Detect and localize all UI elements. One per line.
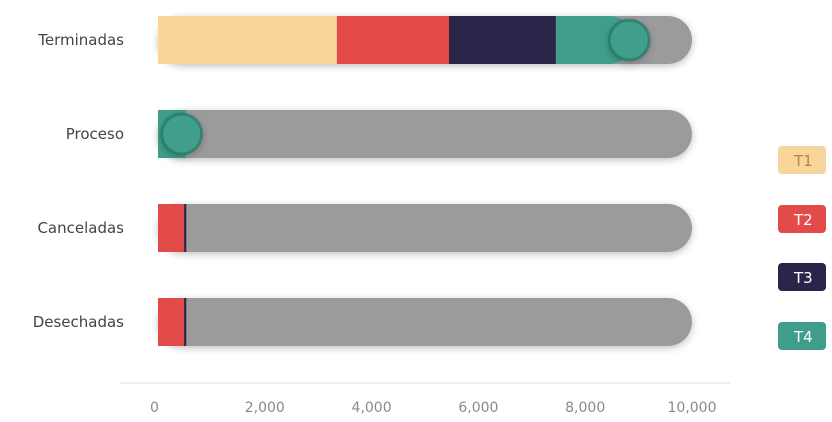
legend-label-t1: T1 [793, 152, 813, 170]
track-canceladas [158, 204, 692, 252]
track-proceso [158, 110, 692, 158]
legend-swatch-t4 [778, 322, 826, 350]
legend-label-t3: T3 [793, 269, 813, 287]
legend-item-t3: T3 [778, 263, 826, 291]
legend-label-t2: T2 [793, 211, 813, 229]
bar-desechadas-t2 [158, 298, 185, 346]
category-label-proceso: Proceso [66, 125, 124, 143]
bar-tracks [158, 16, 692, 346]
track-desechadas [158, 298, 692, 346]
x-tick-label: 2,000 [245, 400, 285, 416]
legend-swatch-t3 [778, 263, 826, 291]
legend: T1 T2 T3 T4 [778, 146, 826, 350]
category-labels: Terminadas Proceso Canceladas Desechadas [33, 31, 124, 331]
legend-swatch-t2 [778, 205, 826, 233]
bar-terminadas-t1 [158, 16, 337, 64]
bar-markers [160, 18, 651, 156]
category-label-terminadas: Terminadas [37, 31, 124, 49]
legend-swatch-t1 [778, 146, 826, 174]
category-label-desechadas: Desechadas [33, 313, 124, 331]
marker-proceso [160, 112, 204, 156]
legend-item-t4: T4 [778, 322, 826, 350]
legend-item-t2: T2 [778, 205, 826, 233]
bar-terminadas-t4 [531, 16, 634, 64]
legend-item-t1: T1 [778, 146, 826, 174]
x-tick-label: 10,000 [668, 400, 717, 416]
x-tick-label: 6,000 [458, 400, 498, 416]
x-tick-label: 0 [150, 400, 159, 416]
marker-terminadas [607, 18, 651, 62]
legend-label-t4: T4 [793, 328, 813, 346]
bar-segments [158, 16, 634, 346]
x-axis: 0 2,000 4,000 6,000 8,000 10,000 [120, 382, 730, 416]
x-tick-label: 4,000 [352, 400, 392, 416]
x-tick-label: 8,000 [565, 400, 605, 416]
category-label-canceladas: Canceladas [37, 219, 124, 237]
bar-canceladas-t2 [158, 204, 185, 252]
